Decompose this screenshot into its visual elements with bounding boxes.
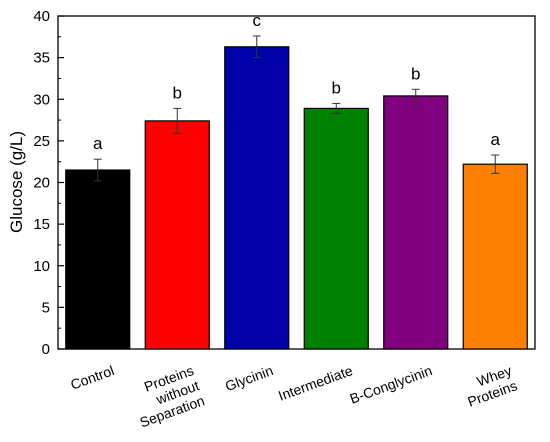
- x-category-label: Intermediate: [276, 362, 355, 404]
- y-axis-title: Glucose (g/L): [7, 131, 26, 233]
- significance-letter: b: [411, 64, 420, 83]
- y-tick-label: 35: [33, 50, 50, 67]
- bar: [303, 107, 369, 350]
- significance-letter: a: [93, 134, 103, 153]
- bar: [383, 95, 449, 350]
- x-category-label: WheyProteins: [460, 362, 519, 410]
- x-category-label-line: B-Conglycinin: [348, 362, 435, 407]
- x-category-label-line: Intermediate: [276, 362, 355, 404]
- x-category-label: B-Conglycinin: [348, 362, 435, 407]
- x-category-label: ProteinswithoutSeparation: [127, 362, 207, 430]
- bar: [224, 46, 290, 350]
- y-tick-label: 40: [33, 8, 50, 25]
- y-tick-label: 15: [33, 216, 50, 233]
- x-category-label-line: Glycinin: [223, 362, 275, 394]
- bar: [65, 169, 131, 350]
- x-category-label: Glycinin: [223, 362, 275, 394]
- significance-letter: a: [491, 130, 501, 149]
- x-category-label-line: Control: [68, 362, 116, 392]
- bars: [65, 35, 528, 350]
- y-tick-label: 25: [33, 133, 50, 150]
- bar: [462, 163, 528, 350]
- significance-letter: b: [332, 78, 341, 97]
- x-category-label: Control: [68, 362, 116, 392]
- y-tick-label: 30: [33, 91, 50, 108]
- y-tick-label: 5: [42, 299, 50, 316]
- y-tick-label: 0: [42, 341, 50, 358]
- significance-letter: c: [253, 11, 262, 30]
- significance-letter: b: [173, 83, 182, 102]
- bar: [144, 120, 210, 350]
- y-tick-label: 20: [33, 175, 50, 192]
- axes: [57, 15, 536, 350]
- y-tick-label: 10: [33, 258, 50, 275]
